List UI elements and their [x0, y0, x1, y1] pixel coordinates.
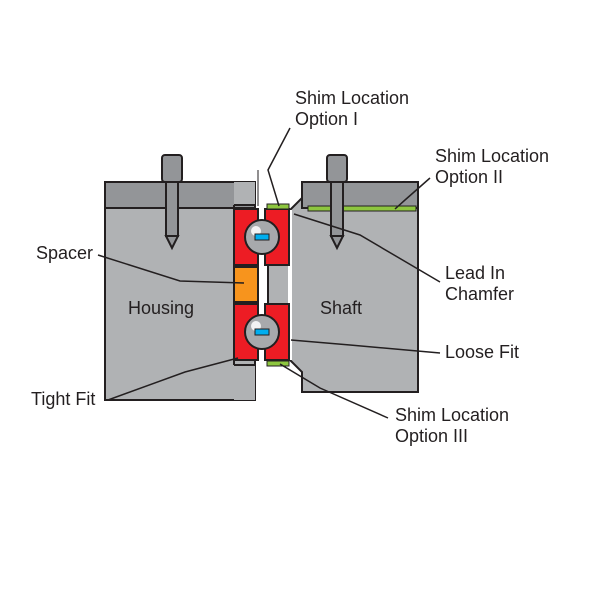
- label-tight-fit: Tight Fit: [31, 389, 95, 410]
- spacer-block: [234, 267, 258, 302]
- label-shim-option-2: Shim Location Option II: [435, 146, 549, 187]
- tight-fit-bar-upper: [255, 234, 269, 240]
- label-shim-option-3: Shim Location Option III: [395, 405, 509, 446]
- stud-left: [162, 155, 182, 248]
- label-spacer: Spacer: [36, 243, 93, 264]
- label-lead-in-chamfer: Lead In Chamfer: [445, 263, 514, 304]
- label-loose-fit: Loose Fit: [445, 342, 519, 363]
- shim-option-3-bar: [267, 361, 289, 366]
- housing-block: [105, 182, 255, 400]
- tight-fit-bar-lower: [255, 329, 269, 335]
- housing-rect: [105, 182, 255, 400]
- stud-right: [327, 155, 347, 248]
- label-housing: Housing: [128, 298, 194, 319]
- leader-shim-1: [268, 128, 290, 206]
- label-shim-option-1: Shim Location Option I: [295, 88, 409, 129]
- label-shaft: Shaft: [320, 298, 362, 319]
- housing-top-plate: [105, 182, 255, 208]
- shim-option-2-bar: [308, 206, 416, 211]
